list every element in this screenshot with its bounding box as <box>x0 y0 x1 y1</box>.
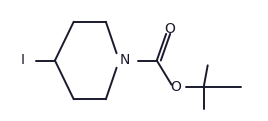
Text: O: O <box>165 22 176 36</box>
Text: I: I <box>21 53 25 68</box>
Text: O: O <box>170 80 181 94</box>
Text: N: N <box>120 53 130 68</box>
